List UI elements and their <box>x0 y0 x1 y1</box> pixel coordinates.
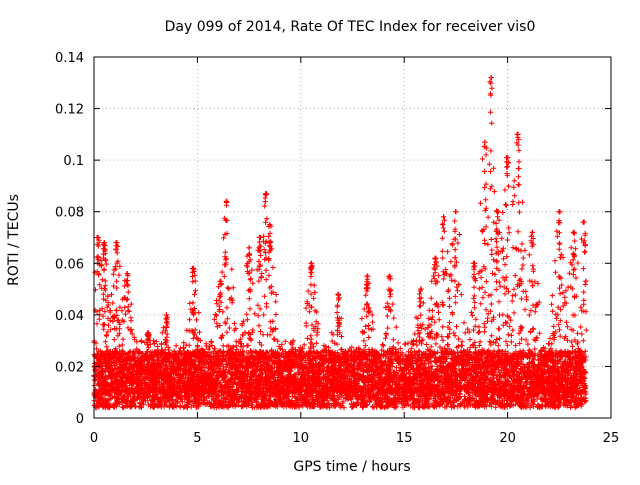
roti-peak-point <box>556 209 562 215</box>
axis-ticks: 0 5 10 15 20 25 0 0.02 0.04 0.06 0.08 0.1 0.12 0.14 <box>55 51 619 446</box>
roti-peak-point <box>246 245 252 251</box>
roti-peak-point <box>256 234 263 241</box>
roti-peak-point <box>163 312 169 318</box>
y-tick-label: 0.02 <box>55 360 84 375</box>
roti-peak-point <box>471 260 478 266</box>
roti-peak-point <box>581 219 587 225</box>
x-tick-label: 0 <box>90 431 98 446</box>
roti-peak-point <box>494 209 500 215</box>
roti-peak-point <box>308 260 314 266</box>
x-axis-label: GPS time / hours <box>293 459 410 475</box>
roti-peak-point <box>223 198 229 204</box>
x-tick-label: 20 <box>499 431 516 446</box>
roti-peak-point <box>364 273 370 279</box>
x-tick-label: 5 <box>193 431 201 446</box>
roti-peak-point <box>217 278 223 284</box>
roti-peak-point <box>432 255 438 261</box>
roti-peak-point <box>114 240 120 246</box>
roti-peak-point <box>571 229 577 235</box>
roti-data-markers <box>91 75 589 411</box>
x-tick-label: 15 <box>396 431 413 446</box>
y-axis-label: ROTI / TECUs <box>6 194 22 286</box>
y-tick-label: 0 <box>76 412 84 427</box>
y-tick-label: 0.06 <box>55 257 84 272</box>
y-tick-label: 0.04 <box>55 309 84 324</box>
roti-peak-point <box>263 191 269 197</box>
roti-peak-point <box>335 291 341 297</box>
roti-peak-point <box>488 75 494 81</box>
roti-peak-point <box>418 286 424 292</box>
x-tick-label: 10 <box>293 431 310 446</box>
roti-peak-point <box>267 222 273 228</box>
roti-peak-point <box>529 229 536 235</box>
x-tick-label: 25 <box>603 431 620 446</box>
roti-peak-point <box>515 131 521 137</box>
roti-peak-point <box>190 265 196 272</box>
roti-peak-point <box>440 214 447 220</box>
data-points <box>91 75 589 411</box>
roti-peak-point <box>95 234 101 241</box>
roti-peak-point <box>124 271 130 277</box>
y-tick-label: 0.14 <box>55 51 84 66</box>
y-tick-label: 0.08 <box>55 206 84 221</box>
chart-title: Day 099 of 2014, Rate Of TEC Index for r… <box>165 19 536 35</box>
roti-peak-point <box>505 154 511 161</box>
roti-peak-point <box>482 139 488 145</box>
plot-frame <box>93 56 612 419</box>
roti-peak-point <box>101 240 107 246</box>
roti-peak-point <box>453 209 459 215</box>
roti-peak-point <box>145 330 151 336</box>
roti-peak-point <box>387 273 393 279</box>
y-tick-label: 0.1 <box>63 154 84 169</box>
y-tick-label: 0.12 <box>55 103 84 118</box>
